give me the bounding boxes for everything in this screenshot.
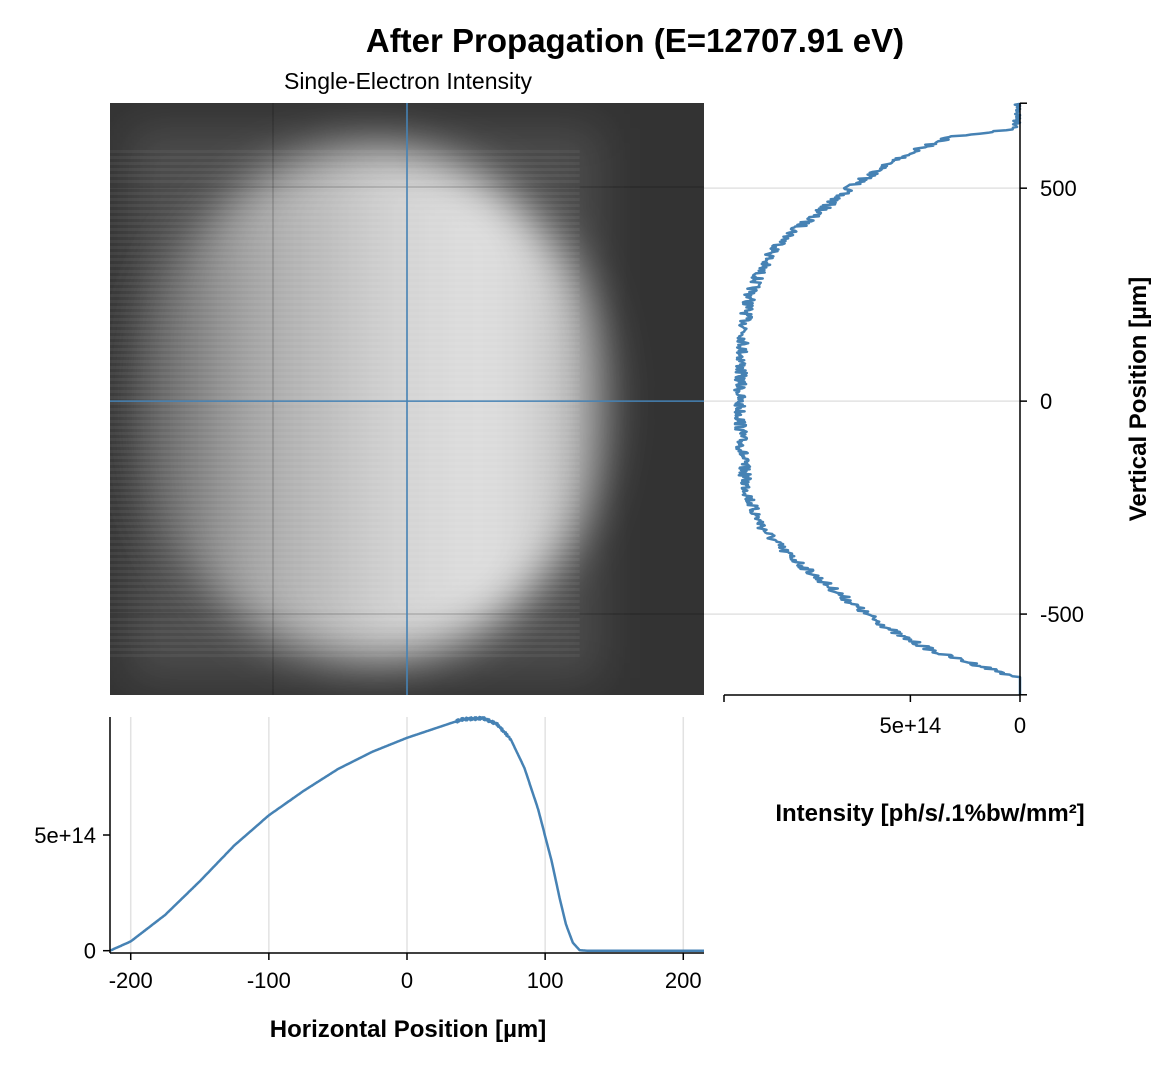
vertical-profile-ylabel: Vertical Position [µm] [1125,277,1152,522]
horizontal-profile-xlabel: Horizontal Position [µm] [270,1016,546,1043]
horizontal-profile-panel: -200 -100 0 100 200 0 5e+14 Horizontal Positi… [34,715,705,1043]
beam-striations [110,148,580,658]
vertical-profile-x-ticks: 5e+14 0 [723,695,1026,738]
horizontal-profile-x-ticks: -200 -100 0 100 200 [109,953,702,993]
horizontal-profile-line [109,715,705,952]
vertical-profile-panel: 500 0 -500 5e+14 0 Vertical Position [µm] I… [704,102,1152,827]
y-tick-label: 0 [1040,389,1052,414]
x-tick-label: -200 [109,968,153,993]
chart-title: After Propagation (E=12707.91 eV) [366,22,904,59]
y-tick-label: 500 [1040,176,1077,201]
heatmap-panel [110,103,704,695]
vertical-profile-line [733,102,1022,696]
x-tick-label: 100 [527,968,564,993]
horizontal-profile-y-ticks: 0 5e+14 [34,823,110,964]
vertical-profile-grid [704,187,1020,615]
x-tick-label: 200 [665,968,702,993]
heatmap-subtitle: Single-Electron Intensity [284,68,533,94]
vertical-profile-xlabel: Intensity [ph/s/.1%bw/mm²] [775,800,1084,827]
horizontal-profile-grid [129,717,685,953]
vertical-profile-y-ticks: 500 0 -500 [1020,102,1084,696]
x-tick-label: -100 [247,968,291,993]
x-tick-label: 0 [401,968,413,993]
y-tick-label: 0 [84,939,96,964]
x-tick-label: 5e+14 [879,713,941,738]
y-tick-label: -500 [1040,602,1084,627]
y-tick-label: 5e+14 [34,823,96,848]
x-tick-label: 0 [1014,713,1026,738]
